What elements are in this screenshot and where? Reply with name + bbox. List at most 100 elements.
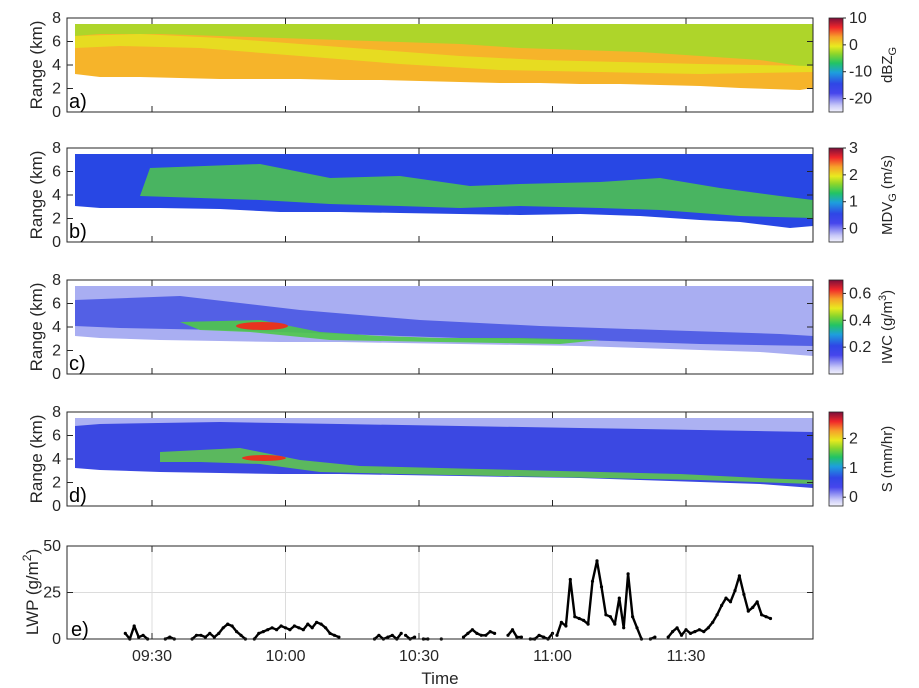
lwp-data-point bbox=[292, 624, 296, 628]
lwp-data-point bbox=[564, 624, 568, 628]
lwp-data-point bbox=[608, 615, 613, 619]
lwp-data-point bbox=[577, 616, 581, 621]
lwp-data-point bbox=[720, 603, 724, 608]
lwp-data-point bbox=[711, 620, 715, 624]
lwp-data-point bbox=[666, 635, 670, 639]
x-tick-label: 11:00 bbox=[533, 648, 572, 665]
lwp-data-point bbox=[586, 622, 590, 626]
y-tick-label: 0 bbox=[52, 366, 61, 383]
lwp-data-point bbox=[319, 622, 323, 626]
lwp-data-point bbox=[203, 635, 207, 639]
panel-c-ylabel: Range (km) bbox=[27, 283, 46, 372]
panel-a-label: a) bbox=[69, 91, 87, 113]
panel-a-green-top bbox=[75, 24, 813, 68]
lwp-data-point bbox=[301, 628, 305, 632]
lwp-data-point bbox=[631, 615, 635, 619]
panel-b-ylabel: Range (km) bbox=[27, 151, 46, 240]
panel-d-green-streak bbox=[160, 448, 813, 484]
panel-d-ylabel: Range (km) bbox=[27, 415, 46, 504]
lwp-data-point bbox=[693, 630, 697, 634]
y-tick-label: 8 bbox=[52, 10, 61, 27]
lwp-data-point bbox=[337, 635, 341, 639]
x-tick-label: 10:30 bbox=[399, 648, 439, 665]
panel-c-blue-band bbox=[75, 296, 813, 346]
lwp-data-point bbox=[399, 631, 403, 636]
panel-e-line-layer bbox=[123, 559, 773, 641]
lwp-data-point bbox=[684, 628, 688, 632]
y-tick-label: 0 bbox=[52, 104, 61, 121]
lwp-data-point bbox=[688, 631, 693, 636]
y-tick-label: 4 bbox=[52, 319, 61, 336]
lwp-data-point bbox=[506, 633, 510, 637]
lwp-data-point bbox=[555, 633, 559, 637]
lwp-data-point bbox=[484, 633, 488, 637]
y-tick-label: 8 bbox=[52, 272, 61, 289]
lwp-data-point bbox=[733, 589, 737, 593]
lwp-data-point bbox=[235, 630, 239, 634]
x-axis-label: Time bbox=[421, 669, 458, 688]
panel-e-ylabel: LWP (g/m2) bbox=[20, 549, 42, 635]
lwp-data-point bbox=[137, 635, 141, 639]
colorbar-tick-label: 0 bbox=[849, 221, 858, 238]
panel-b-colorbar-label: MDVG(m/s) bbox=[879, 155, 899, 235]
lwp-data-point bbox=[386, 635, 390, 639]
lwp-data-point bbox=[617, 596, 621, 600]
colorbar-tick-label: -20 bbox=[849, 91, 872, 108]
y-tick-label: 6 bbox=[52, 296, 61, 313]
lwp-data-point bbox=[324, 626, 328, 630]
panel-b: Range (km) b) MDVG(m/s) bbox=[27, 147, 899, 243]
lwp-data-point bbox=[199, 633, 203, 637]
lwp-data-point bbox=[217, 631, 221, 636]
y-tick-label: 0 bbox=[52, 631, 61, 648]
lwp-data-point bbox=[728, 600, 733, 604]
lwp-data-point bbox=[390, 633, 394, 637]
lwp-series-line bbox=[507, 628, 522, 639]
lwp-data-point bbox=[746, 609, 750, 613]
lwp-data-point bbox=[466, 631, 470, 636]
colorbar-tick-label: 1 bbox=[849, 194, 858, 211]
colorbar-tick-label: 0.2 bbox=[849, 339, 871, 356]
lwp-data-point bbox=[635, 626, 639, 630]
lwp-data-point bbox=[461, 635, 466, 639]
panel-a: Range (km) a) dBZG bbox=[27, 17, 899, 113]
y-tick-label: 2 bbox=[52, 475, 61, 492]
lwp-data-point bbox=[742, 592, 746, 597]
lwp-data-point bbox=[404, 633, 408, 637]
lwp-data-point bbox=[413, 635, 417, 639]
lwp-data-point bbox=[479, 633, 483, 637]
lwp-data-point bbox=[493, 631, 497, 636]
lwp-data-point bbox=[573, 615, 577, 619]
colorbar-tick-label: 2 bbox=[849, 430, 858, 447]
lwp-data-point bbox=[168, 635, 172, 639]
lwp-data-point bbox=[510, 628, 515, 632]
lwp-data-point bbox=[706, 626, 710, 630]
colorbar-tick-label: 2 bbox=[849, 167, 858, 184]
y-tick-label: 2 bbox=[52, 343, 61, 360]
lwp-data-point bbox=[764, 615, 768, 619]
lwp-data-point bbox=[310, 626, 314, 630]
lwp-data-point bbox=[208, 631, 212, 636]
lwp-data-point bbox=[141, 633, 145, 637]
lwp-data-point bbox=[724, 596, 728, 600]
y-tick-label: 8 bbox=[52, 404, 61, 421]
lwp-data-point bbox=[332, 633, 336, 637]
colorbar-tick-label: 0.6 bbox=[849, 285, 871, 302]
lwp-data-point bbox=[275, 628, 279, 632]
lwp-data-point bbox=[751, 605, 755, 610]
lwp-data-point bbox=[475, 631, 479, 636]
lwp-data-point bbox=[760, 613, 764, 617]
lwp-data-point bbox=[582, 618, 586, 623]
y-tick-label: 50 bbox=[43, 538, 61, 555]
lwp-data-point bbox=[212, 635, 216, 639]
lwp-data-point bbox=[653, 635, 657, 639]
panel-d-light-top bbox=[75, 418, 813, 432]
lwp-data-point bbox=[519, 635, 524, 639]
lwp-data-point bbox=[542, 635, 546, 639]
lwp-data-point bbox=[675, 626, 679, 630]
panel-c-colorbar-label: IWC(g/m3) bbox=[877, 290, 896, 364]
colorbar-tick-label: 0 bbox=[849, 489, 858, 506]
lwp-data-point bbox=[613, 622, 617, 626]
lwp-data-point bbox=[230, 624, 234, 628]
